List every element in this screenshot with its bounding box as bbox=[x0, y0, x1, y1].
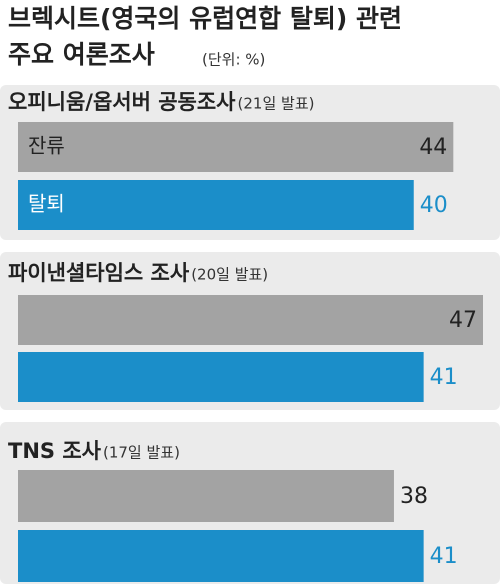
value-label: 47 bbox=[449, 308, 477, 333]
value-label: 41 bbox=[430, 544, 458, 569]
bar bbox=[18, 530, 424, 582]
title: 주요 여론조사 bbox=[8, 40, 155, 69]
title: 브렉시트(영국의 유럽연합 탈퇴) 관련 bbox=[8, 4, 402, 33]
value-label: 38 bbox=[400, 484, 428, 509]
panel-title: 파이낸셜타임스 조사 bbox=[8, 261, 190, 285]
value-label: 41 bbox=[430, 365, 458, 390]
value-label: 44 bbox=[419, 135, 447, 160]
value-label: 40 bbox=[420, 193, 448, 218]
bar bbox=[18, 180, 414, 230]
bar bbox=[18, 470, 394, 522]
panel-title: TNS 조사 bbox=[8, 439, 102, 463]
category-label: 탈퇴 bbox=[28, 192, 65, 216]
category-label: 잔류 bbox=[28, 134, 65, 158]
panel-subtitle: (20일 발표) bbox=[191, 266, 268, 284]
panel-title: 오피니움/옵서버 공동조사 bbox=[8, 90, 236, 114]
panel-subtitle: (21일 발표) bbox=[238, 95, 315, 113]
unit: (단위: %) bbox=[202, 51, 265, 69]
bar bbox=[18, 122, 454, 172]
bar bbox=[18, 352, 424, 402]
bar bbox=[18, 295, 483, 345]
panel-subtitle: (17일 발표) bbox=[103, 444, 180, 462]
